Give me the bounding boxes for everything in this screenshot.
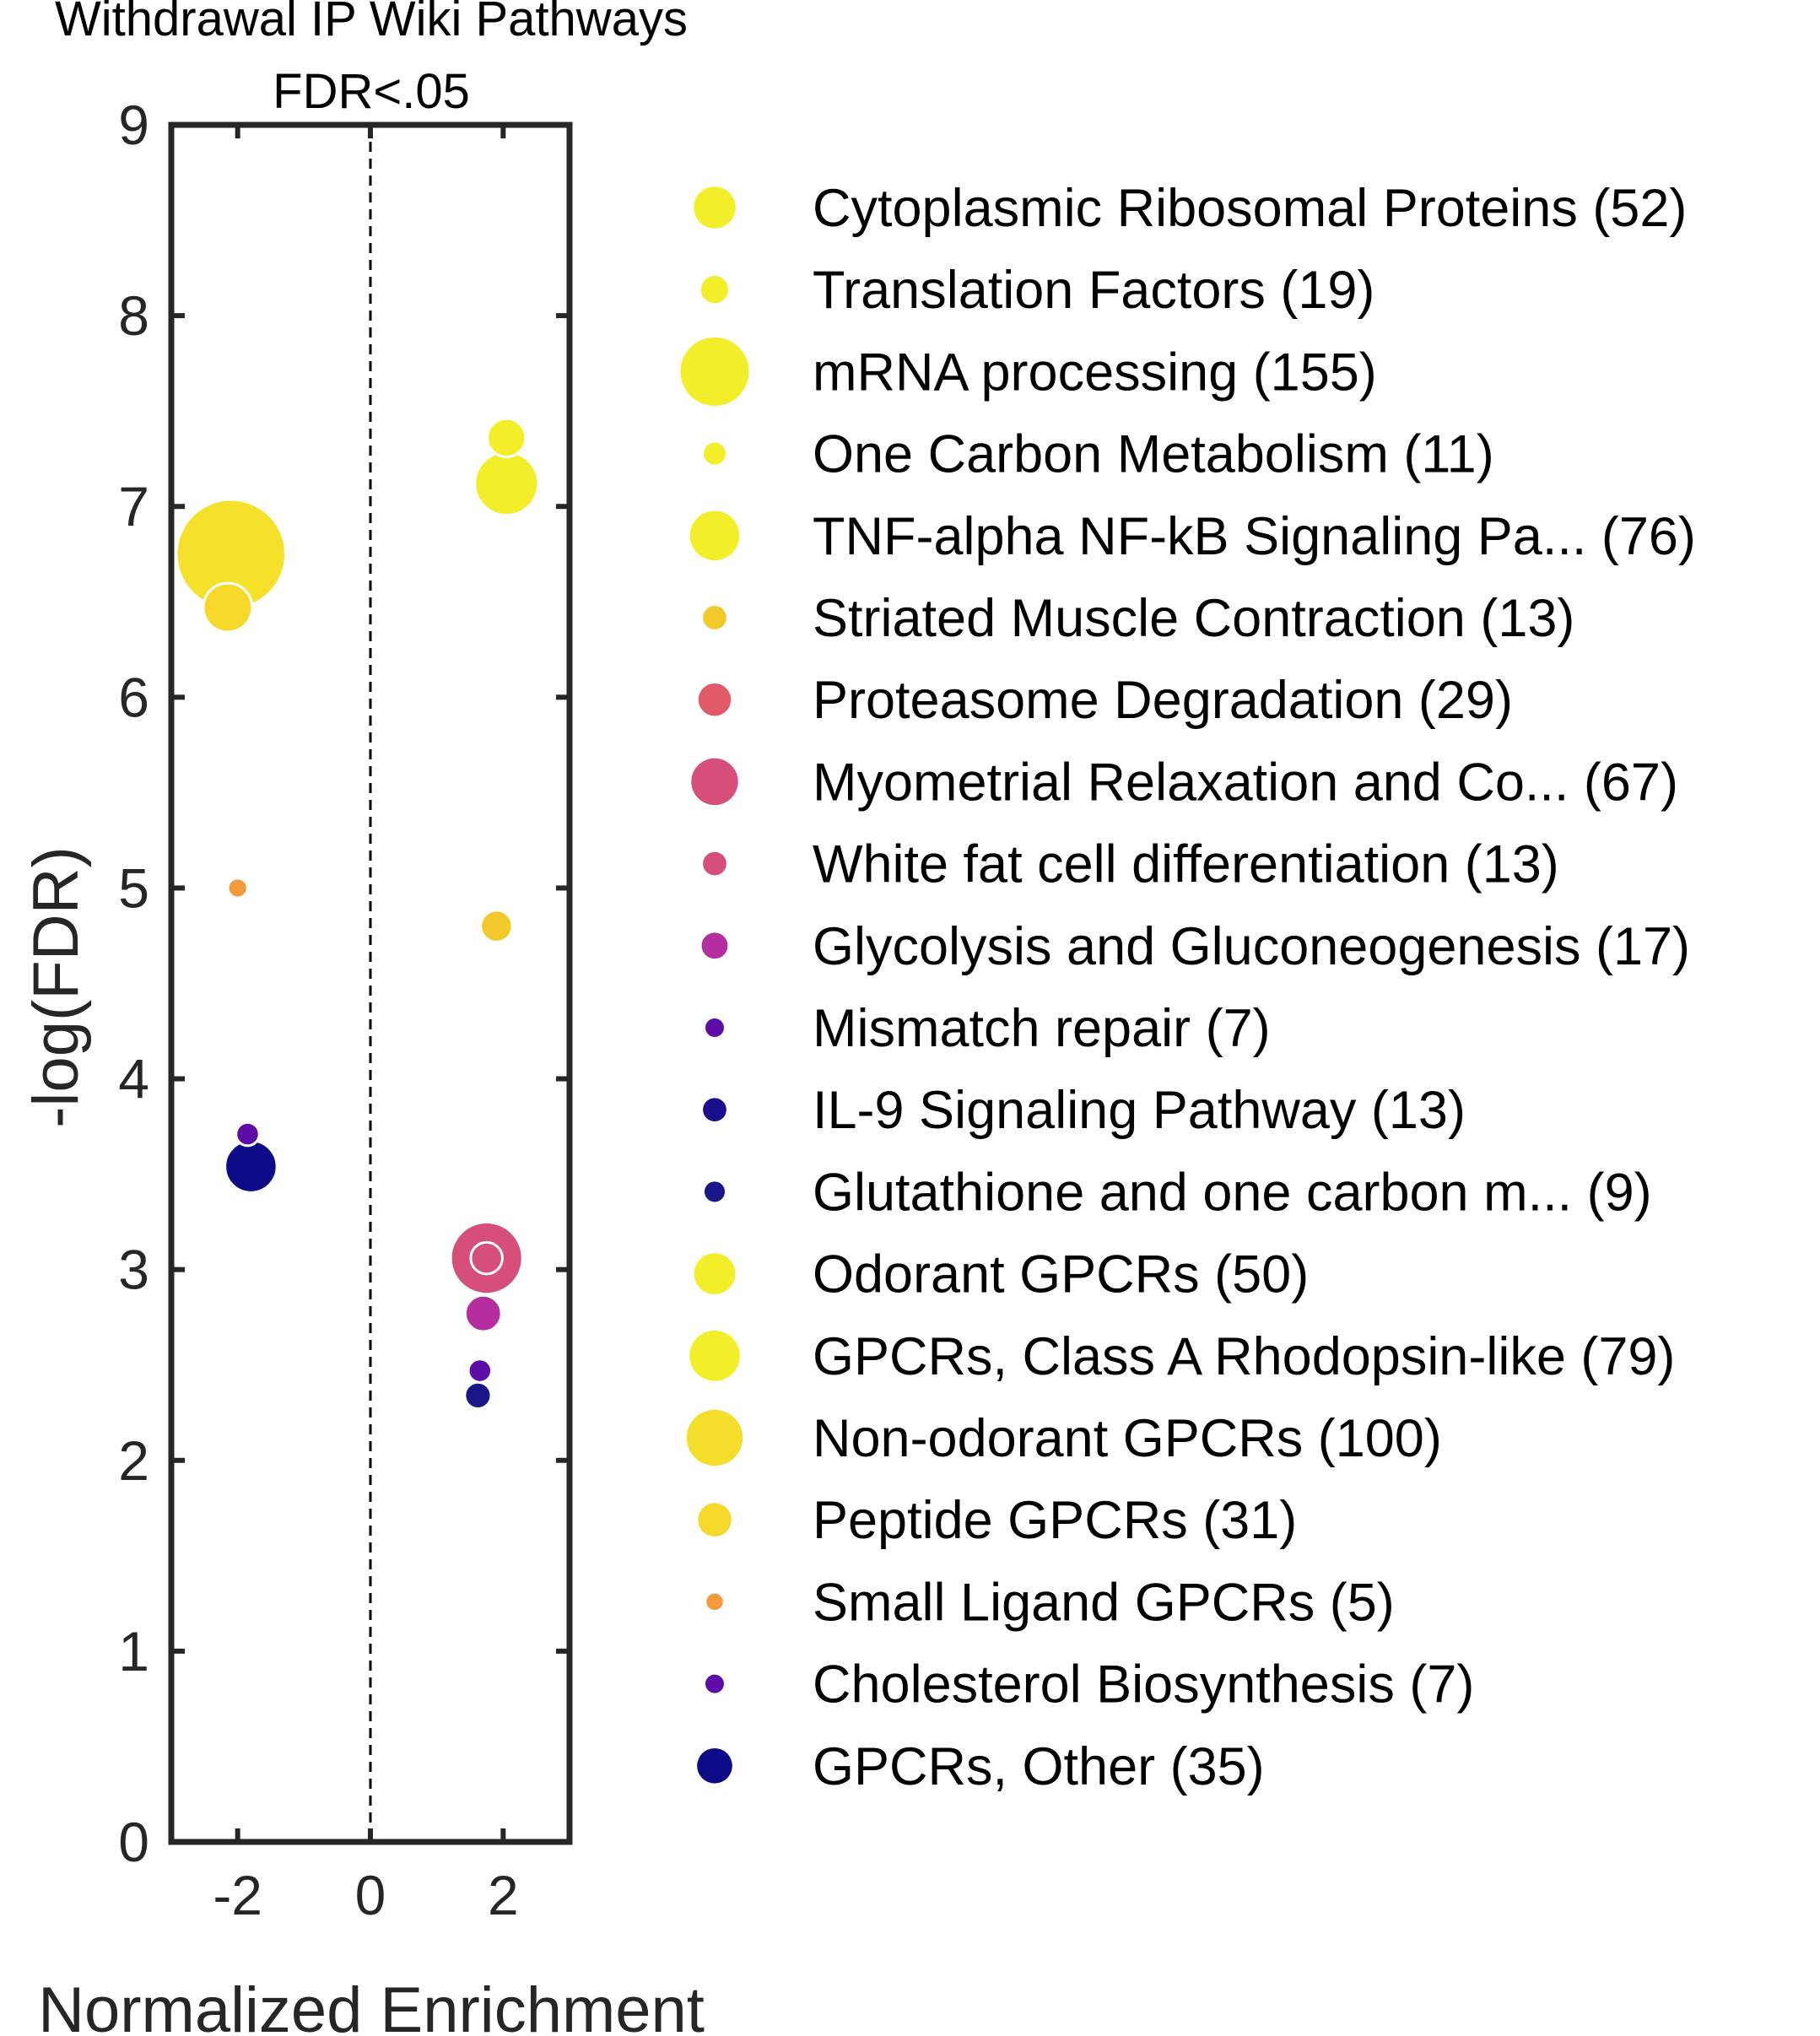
legend-label: Small Ligand GPCRs (5): [813, 1573, 1395, 1632]
legend-label: Non-odorant GPCRs (100): [813, 1409, 1442, 1468]
legend-label: Cholesterol Biosynthesis (7): [813, 1655, 1474, 1715]
data-point-19: [224, 1139, 278, 1194]
y-tick-label: 6: [118, 666, 149, 728]
legend-label: Myometrial Relaxation and Co... (67): [813, 753, 1678, 812]
legend-marker: [705, 1674, 724, 1693]
legend-marker: [680, 337, 749, 406]
legend-label: Striated Muscle Contraction (13): [813, 589, 1574, 648]
legend-marker: [697, 1747, 732, 1784]
data-point-12: [463, 1380, 493, 1411]
x-axis-label: Normalized Enrichment: [38, 1974, 705, 2036]
legend-label: Glutathione and one carbon m... (9): [813, 1163, 1652, 1222]
legend-marker: [705, 1018, 724, 1037]
data-point-10: [467, 1358, 494, 1384]
legend-label: mRNA processing (155): [813, 343, 1377, 402]
y-tick-label: 2: [118, 1429, 149, 1492]
y-tick-label: 5: [118, 856, 149, 919]
legend-label: Peptide GPCRs (31): [813, 1491, 1297, 1550]
legend-label: One Carbon Metabolism (11): [813, 425, 1494, 484]
y-tick-label: 7: [118, 475, 149, 537]
y-tick-label: 9: [118, 94, 149, 156]
legend: Cytoplasmic Ribosomal Proteins (52) Trans…: [680, 179, 1696, 1796]
y-tick-label: 0: [118, 1811, 149, 1873]
legend-label: Proteasome Degradation (29): [813, 671, 1513, 730]
legend-marker: [691, 758, 738, 806]
y-tick-label: 8: [118, 284, 149, 347]
legend-label: GPCRs, Class A Rhodopsin-like (79): [813, 1327, 1675, 1386]
data-point-0: [473, 451, 540, 517]
legend-marker: [689, 1330, 740, 1381]
x-tick-label: 0: [355, 1864, 386, 1926]
legend-marker: [689, 510, 740, 561]
legend-marker: [703, 442, 726, 465]
legend-label: IL-9 Signaling Pathway (13): [813, 1081, 1466, 1140]
y-axis-label: -log(FDR): [20, 846, 92, 1128]
legend-marker: [686, 1409, 743, 1466]
legend-label: White fat cell differentiation (13): [813, 835, 1559, 894]
x-tick-label: -2: [213, 1864, 262, 1926]
data-point-9: [463, 1293, 503, 1333]
data-point-1: [486, 417, 527, 458]
legend-label: Odorant GPCRs (50): [813, 1245, 1309, 1304]
plot-area: 0 1 2 3 4 5 6 7 8 9 -2 0 2: [118, 94, 573, 1926]
legend-label: Mismatch repair (7): [813, 999, 1271, 1058]
legend-marker: [694, 186, 736, 229]
data-point-16: [202, 581, 254, 634]
x-tick-label: 2: [488, 1864, 519, 1926]
legend-marker: [698, 1503, 732, 1536]
y-tick-label: 4: [118, 1048, 149, 1110]
legend-label: Translation Factors (19): [813, 261, 1374, 320]
legend-marker: [694, 1253, 736, 1294]
data-point-18: [235, 1121, 261, 1148]
legend-marker: [700, 276, 729, 304]
chart-subtitle: FDR<.05: [273, 64, 470, 119]
data-point-17: [226, 877, 249, 899]
y-tick-label: 1: [118, 1620, 149, 1682]
legend-marker: [703, 1098, 726, 1122]
legend-marker: [703, 606, 726, 629]
legend-label: GPCRs, Other (35): [813, 1737, 1265, 1796]
legend-label: Cytoplasmic Ribosomal Proteins (52): [813, 179, 1687, 238]
chart-title: Withdrawal IP Wiki Pathways: [55, 0, 688, 46]
legend-label: Glycolysis and Gluconeogenesis (17): [813, 917, 1690, 976]
legend-marker: [704, 1181, 726, 1202]
data-point-5: [479, 909, 514, 943]
legend-marker: [698, 683, 732, 716]
y-tick-label: 3: [118, 1239, 149, 1301]
legend-marker: [706, 1593, 723, 1611]
legend-marker: [701, 932, 728, 959]
legend-marker: [703, 851, 726, 876]
data-point-8: [469, 1240, 504, 1276]
legend-label: TNF-alpha NF-kB Signaling Pa... (76): [813, 507, 1696, 566]
